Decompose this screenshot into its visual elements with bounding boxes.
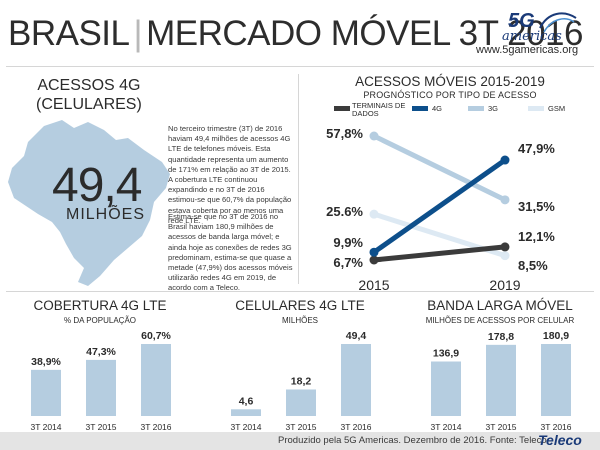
line-point-3g-2019 — [500, 195, 510, 205]
line-series-3g — [371, 133, 508, 203]
logo-5g-text: 5G — [508, 10, 535, 32]
line-series-terminais-de-dados — [371, 244, 508, 263]
data-label-terminais-de-dados-2015: 6,7% — [333, 255, 363, 270]
x-tick-3t-2015: 3T 2015 — [285, 422, 316, 432]
legend-swatch-3g — [468, 106, 484, 111]
legend-label-terminais-de-dados: TERMINAIS DE DADOS — [352, 101, 406, 118]
bar-chart-1-title: COBERTURA 4G LTE — [33, 298, 167, 313]
legend-label-gsm: GSM — [548, 104, 566, 113]
bar-label-3t-2014: 136,9 — [433, 348, 459, 360]
data-label-gsm-2015: 25.6% — [326, 204, 363, 219]
bar-chart-3-title: BANDA LARGA MÓVEL — [427, 298, 573, 313]
x-tick-3t-2016: 3T 2016 — [540, 422, 571, 432]
brazil-map — [8, 120, 170, 286]
page-title: BRASIL | MERCADO MÓVEL 3T 2016 — [8, 14, 583, 54]
map-title-line1: ACESSOS 4G — [37, 77, 141, 94]
bar-chart-3: 136,9 3T 2014 178,8 3T 2015 180,9 3T 2016 — [430, 330, 571, 432]
bar-chart-2: 4,6 3T 2014 18,2 3T 2015 49,4 3T 2016 — [230, 330, 371, 432]
logo-swirl-icon — [539, 12, 577, 33]
bar-chart-2-subtitle: MILHÕES — [281, 316, 318, 325]
vertical-divider — [298, 74, 299, 284]
line-point-4g-2015 — [369, 247, 379, 257]
footer-credit: Produzido pela 5G Americas. Dezembro de … — [278, 435, 547, 446]
footer: Produzido pela 5G Americas. Dezembro de … — [0, 432, 600, 450]
logo-americas-text: americas — [502, 29, 562, 44]
line-series-4g — [371, 157, 508, 255]
title-separator: | — [133, 14, 143, 53]
x-tick-3t-2015: 3T 2015 — [85, 422, 116, 432]
line-chart-legend: TERMINAIS DE DADOS 4G 3G GSM — [302, 101, 598, 122]
bar-3t-2014 — [231, 409, 261, 416]
bar-chart-3-subtitle: MILHÕES DE ACESSOS POR CELULAR — [425, 316, 575, 325]
x-tick-3t-2014: 3T 2014 — [230, 422, 261, 432]
bar-chart-2-title: CELULARES 4G LTE — [235, 298, 365, 313]
line-point-terminais-de-dados-2019 — [500, 242, 510, 252]
bar-3t-2014 — [431, 361, 461, 416]
paragraph-2: Estima-se que no 3T de 2016 no Brasil ha… — [168, 212, 293, 293]
legend-swatch-terminais-de-dados — [334, 106, 350, 111]
x-tick-3t-2016: 3T 2016 — [140, 422, 171, 432]
map-value: 49,4 — [52, 159, 142, 212]
line-chart-subtitle: PROGNÓSTICO POR TIPO DE ACESSO — [363, 90, 537, 100]
bar-3t-2015 — [286, 389, 316, 416]
bar-3t-2016 — [341, 344, 371, 416]
legend-swatch-4g — [412, 106, 428, 111]
legend-label-3g: 3G — [488, 104, 499, 113]
bar-label-3t-2016: 49,4 — [346, 330, 367, 342]
horizontal-divider — [6, 291, 594, 292]
header: BRASIL | MERCADO MÓVEL 3T 2016 5G americas… — [0, 0, 600, 67]
bar-3t-2014 — [31, 369, 61, 416]
line-point-terminais-de-dados-2015 — [369, 255, 379, 265]
bar-label-3t-2015: 18,2 — [291, 375, 312, 387]
paragraph-1: No terceiro trimestre (3T) de 2016 havia… — [168, 124, 292, 225]
bar-label-3t-2014: 38,9% — [31, 356, 61, 368]
bar-label-3t-2014: 4,6 — [239, 395, 254, 407]
title-main: MERCADO MÓVEL 3T 2016 — [146, 14, 583, 53]
legend-label-4g: 4G — [432, 104, 443, 113]
x-tick-2015: 2015 — [358, 277, 389, 293]
bar-label-3t-2016: 60,7% — [141, 330, 171, 342]
logo-url: www.5gamericas.org — [476, 44, 579, 56]
line-chart: 6,7% 12,1% 9,9% 47,9% 57,8% 31,5% 25.6% 8,5% 201… — [326, 126, 555, 293]
line-point-gsm-2019 — [500, 251, 510, 261]
bar-label-3t-2016: 180,9 — [543, 330, 569, 342]
data-label-4g-2019: 47,9% — [518, 141, 555, 156]
bar-3t-2016 — [541, 344, 571, 416]
x-tick-3t-2014: 3T 2014 — [30, 422, 61, 432]
x-tick-3t-2016: 3T 2016 — [340, 422, 371, 432]
bar-chart-1: 38,9% 3T 2014 47,3% 3T 2015 60,7% 3T 2016 — [30, 330, 171, 432]
line-point-4g-2019 — [500, 155, 510, 165]
map-unit: MILHÕES — [66, 206, 146, 223]
x-tick-3t-2014: 3T 2014 — [430, 422, 461, 432]
legend-swatch-gsm — [528, 106, 544, 111]
bar-3t-2015 — [486, 344, 516, 416]
map-title-line2: (CELULARES) — [36, 96, 142, 113]
teleco-logo: Teleco — [538, 432, 582, 448]
bar-label-3t-2015: 47,3% — [86, 346, 116, 358]
line-point-3g-2015 — [369, 131, 379, 141]
line-point-gsm-2015 — [369, 209, 379, 219]
data-label-4g-2015: 9,9% — [333, 235, 363, 250]
x-tick-3t-2015: 3T 2015 — [485, 422, 516, 432]
data-label-3g-2019: 31,5% — [518, 199, 555, 214]
x-tick-2019: 2019 — [489, 277, 520, 293]
bar-3t-2016 — [141, 344, 171, 416]
map-title: ACESSOS 4G (CELULARES) — [36, 76, 142, 114]
title-country: BRASIL — [8, 14, 130, 53]
line-chart-title: ACESSOS MÓVEIS 2015-2019 — [355, 74, 545, 89]
bar-3t-2015 — [86, 359, 116, 416]
5g-americas-logo: 5G americas www.5gamericas.org — [476, 8, 586, 58]
header-divider — [6, 66, 594, 67]
bar-chart-1-subtitle: % DA POPULAÇÃO — [63, 316, 137, 325]
data-label-gsm-2019: 8,5% — [518, 258, 548, 273]
bar-label-3t-2015: 178,8 — [488, 331, 514, 343]
data-label-3g-2015: 57,8% — [326, 126, 363, 141]
data-label-terminais-de-dados-2019: 12,1% — [518, 229, 555, 244]
